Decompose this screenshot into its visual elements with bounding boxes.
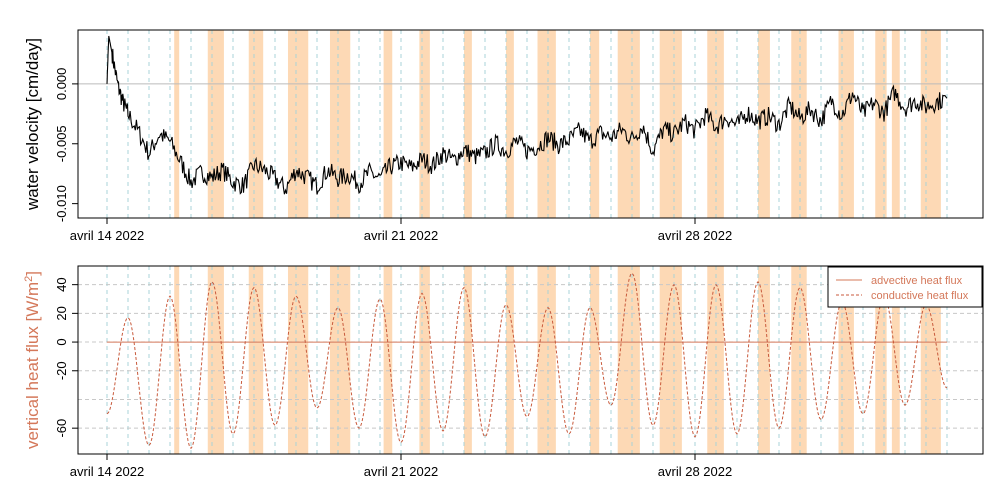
water-velocity-line	[106, 35, 948, 195]
shaded-interval-6	[419, 30, 430, 218]
shaded-interval-7	[464, 266, 472, 454]
bottom-y-axis: 40 20 0 -20 -60	[54, 277, 78, 438]
x-tick-label: avril 21 2022	[364, 464, 438, 479]
shaded-interval-15	[791, 30, 807, 218]
shaded-interval-8	[506, 30, 514, 218]
shaded-interval-2	[248, 30, 264, 218]
shaded-interval-18	[891, 266, 900, 454]
x-tick-label: avril 14 2022	[70, 464, 144, 479]
vertical-gridlines	[106, 266, 948, 454]
shaded-interval-8	[506, 266, 514, 454]
shaded-interval-17	[875, 30, 887, 218]
shaded-interval-10	[590, 266, 600, 454]
top-y-tick-label: -0.005	[54, 125, 69, 162]
shaded-intervals	[174, 266, 941, 454]
shaded-interval-7	[464, 30, 472, 218]
bottom-y-axis-label: vertical heat flux [W/m2]	[23, 271, 42, 449]
shaded-interval-18	[891, 30, 900, 218]
bottom-y-tick-label: 0	[54, 338, 69, 345]
shaded-interval-6	[419, 266, 430, 454]
bottom-x-axis: avril 14 2022 avril 21 2022 avril 28 2022	[70, 453, 951, 479]
shaded-interval-15	[791, 266, 807, 454]
conductive-heat-flux-line	[106, 272, 948, 450]
shaded-intervals	[174, 30, 941, 218]
shaded-interval-19	[920, 30, 941, 218]
shaded-interval-4	[329, 30, 351, 218]
bottom-y-tick-label: -60	[54, 419, 69, 438]
water-velocity-panel: 0.000 -0.005 -0.010 avril 14 2022 avril 21 …	[23, 29, 984, 243]
shaded-interval-5	[383, 266, 393, 454]
shaded-interval-0	[174, 266, 180, 454]
shaded-interval-2	[248, 266, 264, 454]
x-tick-label: avril 28 2022	[658, 464, 732, 479]
shaded-interval-14	[758, 266, 770, 454]
x-tick-label: avril 28 2022	[658, 228, 732, 243]
legend-label: advective heat flux	[871, 275, 963, 287]
legend-box	[827, 266, 983, 308]
shaded-interval-13	[707, 30, 724, 218]
legend: advective heat flux conductive heat flux	[827, 266, 983, 308]
shaded-interval-10	[590, 30, 600, 218]
top-y-axis-label: water velocity [cm/day]	[23, 38, 42, 211]
shaded-interval-9	[537, 266, 556, 454]
top-y-axis: 0.000 -0.005 -0.010	[54, 68, 78, 222]
legend-label: conductive heat flux	[871, 290, 969, 302]
x-tick-label: avril 21 2022	[364, 228, 438, 243]
top-y-tick-label: -0.010	[54, 185, 69, 222]
shaded-interval-3	[287, 30, 309, 218]
shaded-interval-11	[617, 30, 640, 218]
shaded-interval-3	[287, 266, 309, 454]
bottom-y-tick-label: 40	[54, 277, 69, 291]
shaded-interval-9	[537, 30, 556, 218]
shaded-interval-5	[383, 30, 393, 218]
shaded-interval-0	[174, 30, 180, 218]
bottom-y-tick-label: 20	[54, 306, 69, 320]
shaded-interval-16	[838, 30, 854, 218]
shaded-interval-17	[875, 266, 887, 454]
shaded-interval-14	[758, 30, 770, 218]
bottom-y-tick-label: -20	[54, 361, 69, 380]
shaded-interval-12	[659, 30, 682, 218]
x-tick-label: avril 14 2022	[70, 228, 144, 243]
shaded-interval-13	[707, 266, 724, 454]
top-y-tick-label: 0.000	[54, 68, 69, 101]
top-x-axis: avril 14 2022 avril 21 2022 avril 28 2022	[70, 217, 951, 243]
shaded-interval-1	[207, 30, 224, 218]
